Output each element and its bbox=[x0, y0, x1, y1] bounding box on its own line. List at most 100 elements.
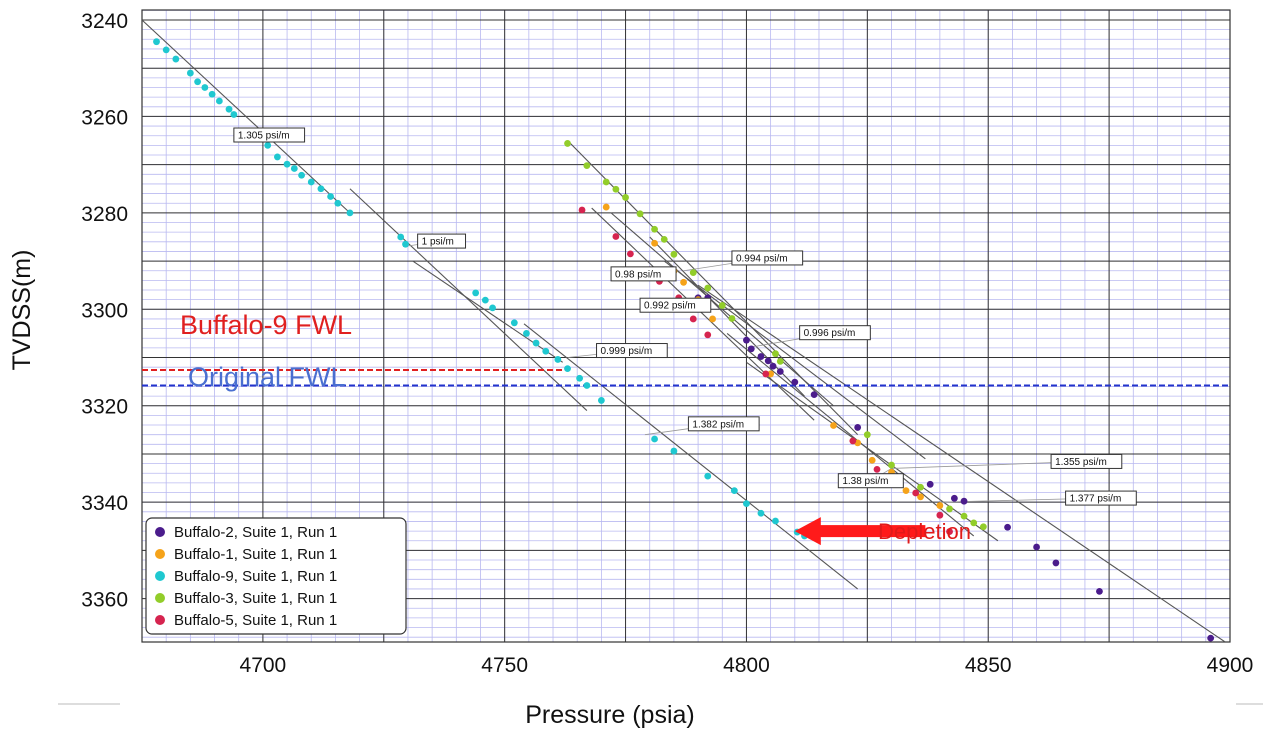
data-point bbox=[936, 511, 944, 519]
data-point bbox=[888, 461, 895, 469]
data-point bbox=[854, 424, 862, 431]
data-point bbox=[1096, 587, 1103, 595]
data-point bbox=[273, 153, 281, 161]
trend-line bbox=[523, 323, 859, 590]
data-point bbox=[194, 78, 202, 86]
annotation-box bbox=[233, 127, 306, 143]
x-tick-label: 4850 bbox=[965, 654, 1012, 677]
slope-annotation: 1.382 psi/m bbox=[692, 419, 744, 430]
data-point bbox=[912, 489, 920, 497]
annotation-box bbox=[687, 416, 760, 432]
data-point bbox=[602, 178, 610, 186]
y-tick-label: 3300 bbox=[81, 299, 128, 322]
data-point bbox=[576, 374, 584, 382]
x-tick-label: 4750 bbox=[481, 654, 528, 677]
trend-line bbox=[697, 284, 1226, 642]
data-point bbox=[402, 240, 409, 248]
annotation-box bbox=[837, 473, 904, 489]
depletion-arrow bbox=[794, 517, 926, 546]
data-point bbox=[743, 336, 750, 344]
trend-line bbox=[142, 19, 351, 214]
data-point bbox=[651, 239, 658, 247]
data-point bbox=[622, 194, 629, 201]
data-point bbox=[709, 315, 716, 323]
data-point bbox=[689, 315, 697, 323]
annotation-box bbox=[596, 343, 668, 359]
y-tick-label: 3260 bbox=[81, 106, 128, 129]
annotation-box bbox=[610, 266, 677, 282]
annotation-box bbox=[1050, 453, 1123, 469]
data-point bbox=[578, 206, 586, 214]
data-point bbox=[564, 140, 571, 147]
data-point bbox=[208, 90, 216, 98]
legend-entry: Buffalo-5, Suite 1, Run 1 bbox=[174, 612, 337, 629]
data-point bbox=[162, 46, 170, 54]
data-point bbox=[772, 517, 779, 525]
y-tick-label: 3340 bbox=[81, 492, 128, 515]
data-point bbox=[1004, 523, 1011, 531]
legend-entry: Buffalo-1, Suite 1, Run 1 bbox=[174, 546, 337, 563]
annotation-box bbox=[417, 233, 467, 249]
data-point bbox=[1033, 543, 1040, 551]
data-point bbox=[230, 111, 238, 118]
data-point bbox=[172, 55, 180, 63]
data-point bbox=[762, 370, 770, 378]
data-point bbox=[764, 357, 772, 365]
data-point bbox=[651, 435, 658, 443]
legend-marker bbox=[155, 527, 165, 537]
data-point bbox=[346, 209, 354, 217]
data-point bbox=[626, 250, 634, 258]
data-point bbox=[327, 193, 334, 200]
buffalo-9-fwl-label: Buffalo-9 FWL bbox=[180, 310, 352, 340]
data-point bbox=[602, 203, 610, 211]
data-point bbox=[612, 233, 620, 240]
data-point bbox=[680, 278, 687, 286]
slope-annotations: 1.305 psi/m 1 psi/m 0.999 psi/m 1.382 psi/m… bbox=[233, 127, 1137, 506]
x-tick-label: 4800 bbox=[723, 654, 770, 677]
depletion-label: Depletion bbox=[878, 519, 971, 544]
trend-line bbox=[746, 361, 999, 542]
original-fwl-label: Original FWL bbox=[188, 362, 346, 392]
slope-annotation: 0.98 psi/m bbox=[615, 269, 661, 280]
data-point bbox=[481, 296, 489, 304]
slope-annotation: 1.355 psi/m bbox=[1055, 457, 1107, 468]
data-point bbox=[730, 487, 738, 494]
slope-annotation: 1.38 psi/m bbox=[842, 476, 888, 487]
data-point bbox=[776, 368, 784, 375]
y-tick-label: 3320 bbox=[81, 396, 128, 419]
data-point bbox=[670, 447, 678, 455]
y-tick-labels: 3240 3260 3280 3300 3320 3340 3360 bbox=[81, 10, 128, 612]
data-point bbox=[946, 505, 953, 513]
x-tick-label: 4700 bbox=[240, 654, 287, 677]
data-point bbox=[225, 105, 233, 113]
legend-entry: Buffalo-3, Suite 1, Run 1 bbox=[174, 590, 337, 607]
reference-lines bbox=[142, 369, 1230, 387]
data-point bbox=[283, 160, 291, 168]
data-point bbox=[554, 356, 562, 363]
data-point bbox=[960, 497, 968, 505]
y-axis-label: TVDSS(m) bbox=[8, 250, 36, 371]
data-point bbox=[290, 165, 298, 172]
data-point bbox=[651, 225, 658, 233]
data-point bbox=[728, 315, 736, 322]
data-point bbox=[936, 502, 944, 509]
annotation-box bbox=[1065, 490, 1137, 506]
plot-frame bbox=[141, 9, 1231, 643]
data-point bbox=[583, 382, 591, 389]
data-point bbox=[334, 199, 342, 207]
data-point bbox=[704, 284, 712, 292]
slope-annotation: 1 psi/m bbox=[422, 237, 454, 248]
data-point bbox=[810, 391, 818, 399]
data-point bbox=[523, 330, 530, 337]
x-tick-labels: 4700 4750 4800 4850 4900 bbox=[240, 654, 1254, 677]
data-point bbox=[307, 178, 315, 186]
data-point bbox=[489, 304, 496, 312]
y-tick-label: 3280 bbox=[81, 203, 128, 226]
data-point bbox=[472, 289, 480, 297]
data-point bbox=[767, 370, 775, 378]
slope-annotation: 1.377 psi/m bbox=[1070, 494, 1122, 505]
data-point bbox=[153, 38, 160, 46]
legend-marker bbox=[155, 549, 165, 559]
data-point bbox=[863, 431, 871, 439]
x-axis-label: Pressure (psia) bbox=[525, 701, 695, 729]
